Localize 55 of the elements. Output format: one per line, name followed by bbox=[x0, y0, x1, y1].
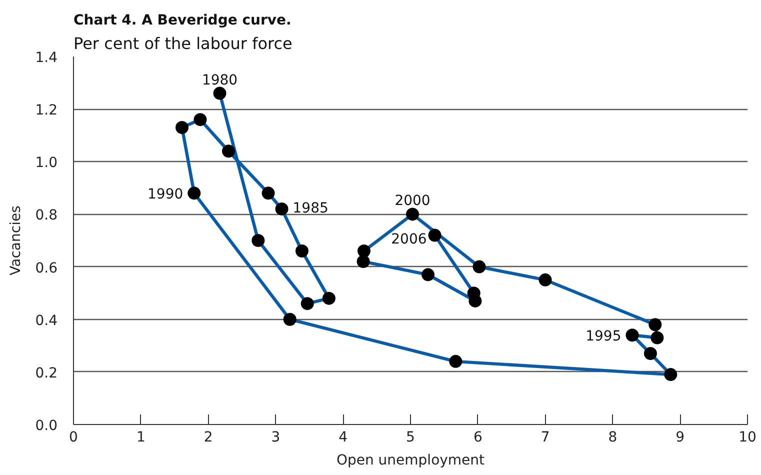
point bbox=[194, 113, 207, 126]
x-tick-label: 1 bbox=[136, 430, 146, 446]
point bbox=[176, 120, 189, 134]
point bbox=[538, 273, 552, 286]
x-tick-label: 5 bbox=[406, 430, 415, 446]
x-tick-label: 7 bbox=[540, 430, 550, 446]
point bbox=[262, 186, 275, 200]
point bbox=[356, 255, 370, 268]
point bbox=[449, 354, 462, 368]
x-axis-title: Open unemployment bbox=[336, 452, 486, 468]
point bbox=[472, 260, 486, 274]
point bbox=[406, 208, 420, 221]
point bbox=[275, 202, 288, 216]
y-tick-label: 1.0 bbox=[35, 155, 58, 172]
point bbox=[213, 86, 226, 100]
x-tick-label: 9 bbox=[676, 430, 685, 446]
y-axis-title: Vacancies bbox=[8, 206, 24, 276]
point bbox=[357, 244, 370, 258]
point bbox=[188, 186, 201, 200]
y-tick-label: 0.8 bbox=[35, 208, 58, 224]
y-tick-label: 0.2 bbox=[35, 365, 58, 382]
annotation: 1995 bbox=[586, 328, 622, 345]
point bbox=[295, 244, 308, 258]
point bbox=[300, 297, 314, 310]
annotation: 1990 bbox=[148, 186, 184, 203]
point bbox=[648, 318, 662, 332]
x-tick-label: 0 bbox=[69, 430, 78, 446]
annotation: 1985 bbox=[292, 200, 328, 216]
annotation: 2006 bbox=[391, 232, 427, 248]
chart-subtitle: Per cent of the labour force bbox=[74, 34, 292, 53]
x-tick-label: 3 bbox=[271, 430, 280, 446]
y-tick-label: 0.6 bbox=[35, 260, 58, 276]
x-tick-label: 8 bbox=[608, 430, 618, 446]
point bbox=[283, 312, 296, 326]
x-tick-label: 2 bbox=[204, 430, 213, 446]
point bbox=[650, 331, 664, 344]
point bbox=[467, 286, 480, 300]
y-tick-label: 0.0 bbox=[35, 418, 58, 434]
point bbox=[422, 268, 435, 282]
point bbox=[664, 368, 678, 382]
y-tick-label: 0.4 bbox=[35, 312, 58, 329]
annotation: 1980 bbox=[202, 72, 238, 88]
point bbox=[222, 144, 236, 158]
y-tick-label: 1.4 bbox=[35, 50, 58, 66]
annotation: 2000 bbox=[394, 193, 430, 210]
y-tick-label: 1.2 bbox=[35, 102, 58, 119]
point bbox=[626, 328, 639, 342]
point bbox=[252, 234, 265, 247]
x-tick-label: 10 bbox=[738, 430, 756, 446]
x-tick-label: 4 bbox=[338, 430, 348, 446]
point bbox=[322, 292, 336, 305]
point bbox=[428, 228, 442, 242]
chart-title: Chart 4. A Beveridge curve. bbox=[74, 12, 292, 28]
point bbox=[644, 347, 657, 360]
x-tick-label: 6 bbox=[473, 430, 482, 446]
